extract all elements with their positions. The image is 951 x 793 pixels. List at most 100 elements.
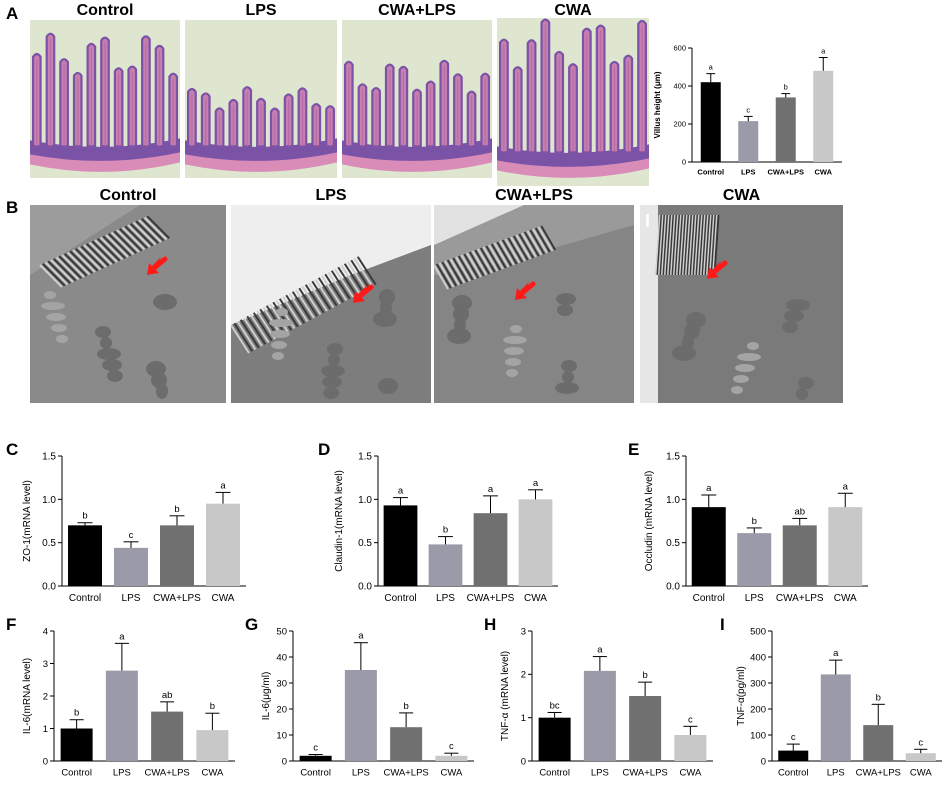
bar-cwa-lps	[629, 696, 662, 761]
histology-image-0	[30, 20, 180, 178]
bar-control	[299, 755, 332, 761]
significance-letter: c	[688, 714, 693, 725]
chart-zo1: 0.0 0.5 1.0 1.5 ZO-1(mRNA level) b Control c LPS…	[22, 452, 246, 604]
bar-lps	[105, 670, 138, 761]
panel-letter-b: B	[6, 198, 19, 217]
x-tick-label: CWA+LPS	[467, 593, 515, 604]
tem-title-lps: LPS	[315, 187, 347, 204]
histology-images	[30, 18, 649, 186]
y-tick-label: 300	[750, 678, 766, 689]
x-tick-label: CWA	[524, 593, 547, 604]
y-tick-label: 0	[43, 756, 48, 767]
panel-letter-e: E	[628, 440, 640, 459]
y-tick-label: 500	[750, 626, 766, 637]
tem-title-cwa-lps: CWA+LPS	[495, 187, 573, 204]
y-tick-label: 30	[276, 678, 287, 689]
tem-title-cwa: CWA	[722, 187, 761, 204]
x-tick-label: LPS	[741, 168, 756, 177]
tem-image-1	[230, 205, 431, 403]
x-tick-label: LPS	[591, 768, 609, 779]
bar-lps	[737, 533, 772, 586]
x-tick-label: CWA	[212, 593, 235, 604]
x-tick-label: LPS	[827, 768, 845, 779]
significance-letter: b	[876, 692, 881, 703]
bar-control	[700, 82, 721, 162]
x-tick-label: Control	[300, 768, 331, 779]
x-tick-label: CWA	[834, 593, 857, 604]
panel-letter-i: I	[720, 615, 725, 634]
bar-cwa	[813, 70, 834, 162]
significance-letter: b	[443, 525, 448, 536]
chart-claudin1: 0.0 0.5 1.0 1.5 Claudin-1(mRNA level) a Contro…	[334, 452, 558, 604]
significance-letter: a	[709, 63, 714, 72]
x-tick-label: CWA+LPS	[383, 768, 428, 779]
y-tick-label: 40	[276, 652, 287, 663]
y-tick-label: 1.0	[42, 495, 56, 506]
bar-lps	[114, 547, 148, 586]
bar-cwa-lps	[473, 513, 508, 586]
chart-il6-mrna: 0 1 2 3 4 IL-6(mRNA level) b Control a LPS ab CWA+L…	[22, 626, 235, 779]
y-tick-label: 200	[673, 120, 686, 129]
panel-letter-f: F	[6, 615, 17, 634]
significance-letter: b	[210, 701, 215, 712]
chart-il6-protein: 0 10 20 30 40 50 IL-6(μg/ml) c Control a LPS b CWA+L…	[261, 626, 474, 779]
bar-cwa-lps	[782, 525, 817, 586]
significance-letter: a	[533, 478, 539, 489]
panel-letter-g: G	[245, 615, 259, 634]
bar-cwa	[518, 499, 553, 586]
x-tick-label: CWA	[679, 768, 701, 779]
significance-letter: a	[833, 648, 839, 659]
y-tick-label: 1	[521, 713, 526, 724]
bar-control	[383, 505, 418, 586]
x-tick-label: CWA+LPS	[768, 168, 804, 177]
y-axis-label: TNF-α (mRNA level)	[500, 651, 511, 741]
chart-tnfa-protein: 0 100 200 300 400 500 TNF-α(pg/ml) c Control a LPS…	[736, 626, 942, 779]
y-tick-label: 0	[282, 756, 287, 767]
tem-image-2	[433, 205, 634, 403]
junction-arrow-icon	[515, 281, 536, 300]
histology-title-control: Control	[76, 2, 134, 19]
significance-letter: a	[358, 631, 364, 642]
x-tick-label: CWA	[815, 168, 833, 177]
bar-lps	[344, 670, 377, 761]
x-tick-label: Control	[539, 768, 570, 779]
significance-letter: b	[403, 701, 408, 712]
x-tick-label: CWA+LPS	[153, 593, 201, 604]
significance-letter: c	[129, 530, 134, 541]
junction-arrow-icon	[147, 256, 168, 275]
bar-control	[60, 728, 93, 761]
x-tick-label: LPS	[122, 593, 141, 604]
bar-cwa-lps	[775, 97, 796, 162]
histology-image-1	[185, 20, 337, 178]
y-tick-label: 10	[276, 730, 287, 741]
x-tick-label: Control	[61, 768, 92, 779]
y-tick-label: 0.0	[666, 582, 680, 593]
y-axis-label: TNF-α(pg/ml)	[736, 666, 747, 726]
y-tick-label: 3	[521, 626, 526, 637]
significance-letter: ab	[794, 506, 805, 517]
y-tick-label: 4	[43, 626, 48, 637]
junction-arrow-icon	[353, 284, 374, 303]
y-tick-label: 400	[750, 652, 766, 663]
y-tick-label: 0.5	[358, 538, 372, 549]
x-tick-label: Control	[697, 168, 724, 177]
y-tick-label: 20	[276, 704, 287, 715]
x-tick-label: Control	[693, 593, 725, 604]
junction-arrow-icon	[707, 260, 728, 279]
significance-letter: a	[488, 484, 494, 495]
significance-letter: c	[746, 105, 750, 114]
x-tick-label: Control	[778, 768, 809, 779]
y-axis-label: ZO-1(mRNA level)	[22, 480, 33, 562]
significance-letter: b	[752, 516, 757, 527]
y-axis-label: Claudin-1(mRNA level)	[334, 470, 345, 572]
y-tick-label: 2	[521, 670, 526, 681]
histology-title-cwa: CWA	[554, 2, 592, 19]
bar-cwa	[905, 753, 936, 761]
x-tick-label: CWA+LPS	[622, 768, 667, 779]
bar-control	[538, 717, 571, 761]
y-tick-label: 50	[276, 626, 287, 637]
significance-letter: b	[74, 708, 79, 719]
x-tick-label: CWA	[910, 768, 932, 779]
bar-control	[691, 507, 726, 586]
bar-cwa	[196, 730, 229, 761]
